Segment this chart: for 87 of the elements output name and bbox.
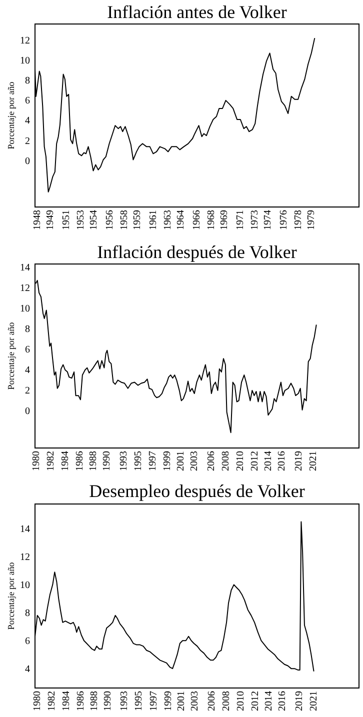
y-tick-label: 4 <box>25 664 30 675</box>
x-tick-label: 2008 <box>221 691 232 711</box>
y-tick-label: 4 <box>25 365 30 376</box>
y-tick-label: 14 <box>20 524 30 535</box>
x-tick-label: 1959 <box>132 210 143 230</box>
x-tick-label: 1982 <box>45 451 56 471</box>
x-tick-label: 1986 <box>74 451 86 471</box>
x-tick-label: 1951 <box>60 210 72 230</box>
x-tick-label: 1990 <box>102 691 114 711</box>
y-tick-label: 12 <box>20 35 30 46</box>
y-tick-label: 12 <box>20 552 30 563</box>
x-tick-label: 2010 <box>235 451 246 471</box>
x-tick-label: 1997 <box>148 691 160 711</box>
x-tick-label: 2006 <box>206 691 218 711</box>
x-tick-label: 2019 <box>294 451 305 471</box>
x-tick-label: 1964 <box>175 210 186 230</box>
x-tick-label: 1974 <box>262 210 274 230</box>
chart-title: Inflación antes de Volker <box>107 2 287 22</box>
x-tick-label: 1966 <box>191 210 202 230</box>
x-tick-label: 2019 <box>294 691 305 711</box>
y-tick-label: 6 <box>25 96 30 107</box>
y-axis-title: Porcentaje por año <box>6 562 16 630</box>
x-tick-label: 1993 <box>118 451 130 471</box>
y-tick-label: 14 <box>20 262 30 274</box>
y-tick-label: 2 <box>25 136 30 147</box>
y-axis-title: Porcentaje por año <box>6 81 16 150</box>
x-tick-label: 1961 <box>148 210 159 230</box>
x-tick-label: 2006 <box>206 451 218 471</box>
y-tick-label: 10 <box>20 55 30 66</box>
x-tick-label: 1973 <box>250 210 261 230</box>
x-tick-label: 1995 <box>134 691 145 711</box>
x-tick-label: 1984 <box>60 691 72 711</box>
x-tick-label: 2016 <box>276 691 288 711</box>
x-tick-label: 1997 <box>148 451 159 471</box>
y-tick-label: 4 <box>25 116 30 127</box>
x-tick-label: 1978 <box>293 210 304 230</box>
chart-title: Inflación después de Volker <box>97 242 297 262</box>
x-tick-label: 1971 <box>235 210 246 230</box>
x-tick-label: 2014 <box>263 691 274 711</box>
x-tick-label: 1995 <box>133 451 144 471</box>
y-tick-label: 2 <box>25 386 30 397</box>
x-tick-label: 1988 <box>88 451 100 471</box>
x-tick-label: 1988 <box>88 691 100 711</box>
x-tick-label: 1993 <box>119 691 130 711</box>
x-tick-label: 1968 <box>206 210 217 230</box>
x-tick-label: 1953 <box>75 210 86 230</box>
y-tick-label: 0 <box>25 406 30 418</box>
x-tick-label: 1958 <box>118 210 130 230</box>
y-tick-label: 12 <box>20 282 30 294</box>
x-tick-label: 1976 <box>278 210 290 230</box>
y-axis-title: Porcentaje por año <box>6 322 16 390</box>
x-tick-label: 1954 <box>88 210 100 230</box>
x-tick-label: 1969 <box>218 210 230 230</box>
y-tick-label: 6 <box>25 636 30 647</box>
x-tick-label: 2016 <box>276 451 288 471</box>
x-tick-label: 2001 <box>176 691 188 711</box>
x-tick-label: 2012 <box>250 451 261 471</box>
x-tick-label: 2010 <box>236 691 247 711</box>
x-tick-label: 1984 <box>60 451 72 471</box>
y-tick-label: 8 <box>25 76 30 87</box>
x-tick-label: 1990 <box>102 451 113 471</box>
y-tick-label: 0 <box>25 156 30 167</box>
y-tick-label: 6 <box>25 344 30 356</box>
y-tick-label: 10 <box>20 303 30 314</box>
x-tick-label: 2003 <box>190 691 201 711</box>
x-tick-label: 2001 <box>176 451 187 471</box>
x-tick-label: 1948 <box>32 210 43 230</box>
x-tick-label: 2021 <box>308 691 320 711</box>
chart-title: Desempleo después de Volker <box>89 481 305 501</box>
x-tick-label: 1949 <box>44 210 56 230</box>
x-tick-label: 1982 <box>46 691 58 711</box>
x-tick-label: 2014 <box>263 451 274 471</box>
x-tick-label: 1999 <box>162 451 174 471</box>
x-tick-label: 2021 <box>308 451 320 471</box>
x-tick-label: 2012 <box>250 691 262 711</box>
x-tick-label: 1980 <box>32 691 43 711</box>
x-tick-label: 1999 <box>162 691 174 711</box>
x-tick-label: 2008 <box>220 451 232 471</box>
y-tick-label: 8 <box>25 608 30 619</box>
x-tick-label: 1956 <box>104 210 116 230</box>
y-tick-label: 8 <box>25 324 30 335</box>
y-tick-label: 10 <box>20 580 30 591</box>
x-tick-label: 1980 <box>30 451 42 471</box>
x-tick-label: 2003 <box>189 451 200 471</box>
x-tick-label: 1979 <box>306 210 318 230</box>
x-tick-label: 1963 <box>162 210 174 230</box>
x-tick-label: 1986 <box>75 691 86 711</box>
